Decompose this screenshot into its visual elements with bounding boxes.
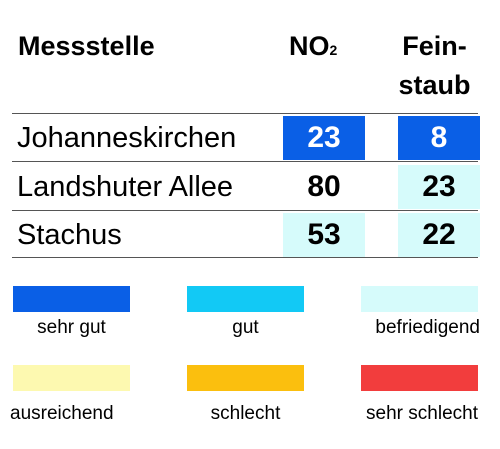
legend-swatch-gut [187,286,304,312]
cell-no2-landshuter-allee: 80 [283,165,365,209]
legend-label-sehr-schlecht: sehr schlecht [366,403,478,424]
legend-swatch-befriedigend [361,286,478,312]
cell-no2-johanneskirchen: 23 [283,116,365,160]
cell-feinstaub-stachus: 22 [398,213,480,257]
table-top-rule [12,113,478,114]
legend-label-befriedigend: befriedigend [375,317,480,338]
legend-label-schlecht: schlecht [210,403,281,424]
table-row-rule [12,210,478,211]
legend-swatch-ausreichend [13,365,130,391]
row-station-johanneskirchen: Johanneskirchen [17,122,237,154]
table-bottom-rule [12,257,478,258]
header-feinstaub-line1: Fein- [402,31,467,61]
row-station-stachus: Stachus [17,219,122,251]
legend-label-ausreichend: ausreichend [10,403,114,424]
header-no2: NO2 [289,30,337,66]
row-station-landshuter-allee: Landshuter Allee [17,171,234,203]
legend-swatch-schlecht [187,365,304,391]
legend-label-sehr-gut: sehr gut [37,317,106,338]
header-feinstaub: Fein- staub [392,30,477,101]
legend-swatch-sehr-schlecht [361,365,478,391]
legend-swatch-sehr-gut [13,286,130,312]
header-no2-subscript: 2 [329,42,338,58]
legend-label-gut: gut [232,317,259,338]
cell-feinstaub-landshuter-allee: 23 [398,165,480,209]
cell-no2-stachus: 53 [283,213,365,257]
header-no2-main: NO [289,31,330,61]
header-feinstaub-line2: staub [398,70,471,100]
table-row-rule [12,161,478,162]
cell-feinstaub-johanneskirchen: 8 [398,116,480,160]
header-station: Messstelle [18,31,155,61]
